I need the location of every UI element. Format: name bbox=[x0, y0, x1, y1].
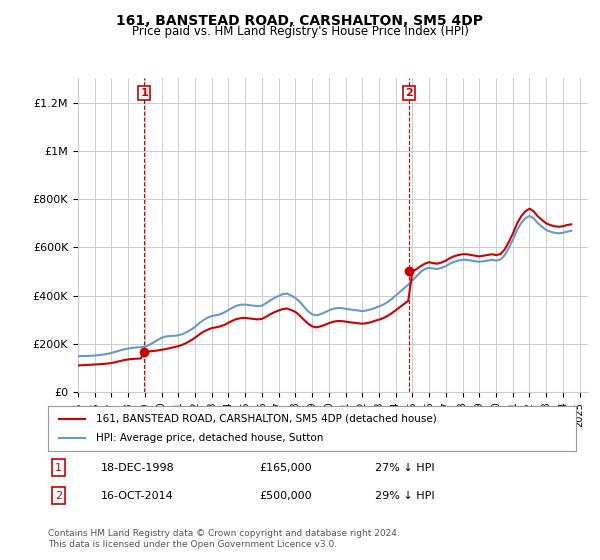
Text: 2: 2 bbox=[55, 491, 62, 501]
Text: 18-DEC-1998: 18-DEC-1998 bbox=[101, 463, 175, 473]
Text: HPI: Average price, detached house, Sutton: HPI: Average price, detached house, Sutt… bbox=[95, 433, 323, 444]
Text: Contains HM Land Registry data © Crown copyright and database right 2024.
This d: Contains HM Land Registry data © Crown c… bbox=[48, 529, 400, 549]
Text: 1: 1 bbox=[55, 463, 62, 473]
Text: Price paid vs. HM Land Registry's House Price Index (HPI): Price paid vs. HM Land Registry's House … bbox=[131, 25, 469, 38]
Text: 1: 1 bbox=[140, 88, 148, 98]
Text: £500,000: £500,000 bbox=[259, 491, 312, 501]
Text: 161, BANSTEAD ROAD, CARSHALTON, SM5 4DP (detached house): 161, BANSTEAD ROAD, CARSHALTON, SM5 4DP … bbox=[95, 413, 436, 423]
Text: 161, BANSTEAD ROAD, CARSHALTON, SM5 4DP: 161, BANSTEAD ROAD, CARSHALTON, SM5 4DP bbox=[116, 14, 484, 28]
Text: 2: 2 bbox=[405, 88, 413, 98]
Text: 27% ↓ HPI: 27% ↓ HPI bbox=[376, 463, 435, 473]
Text: 16-OCT-2014: 16-OCT-2014 bbox=[101, 491, 173, 501]
Text: 29% ↓ HPI: 29% ↓ HPI bbox=[376, 491, 435, 501]
Text: £165,000: £165,000 bbox=[259, 463, 312, 473]
